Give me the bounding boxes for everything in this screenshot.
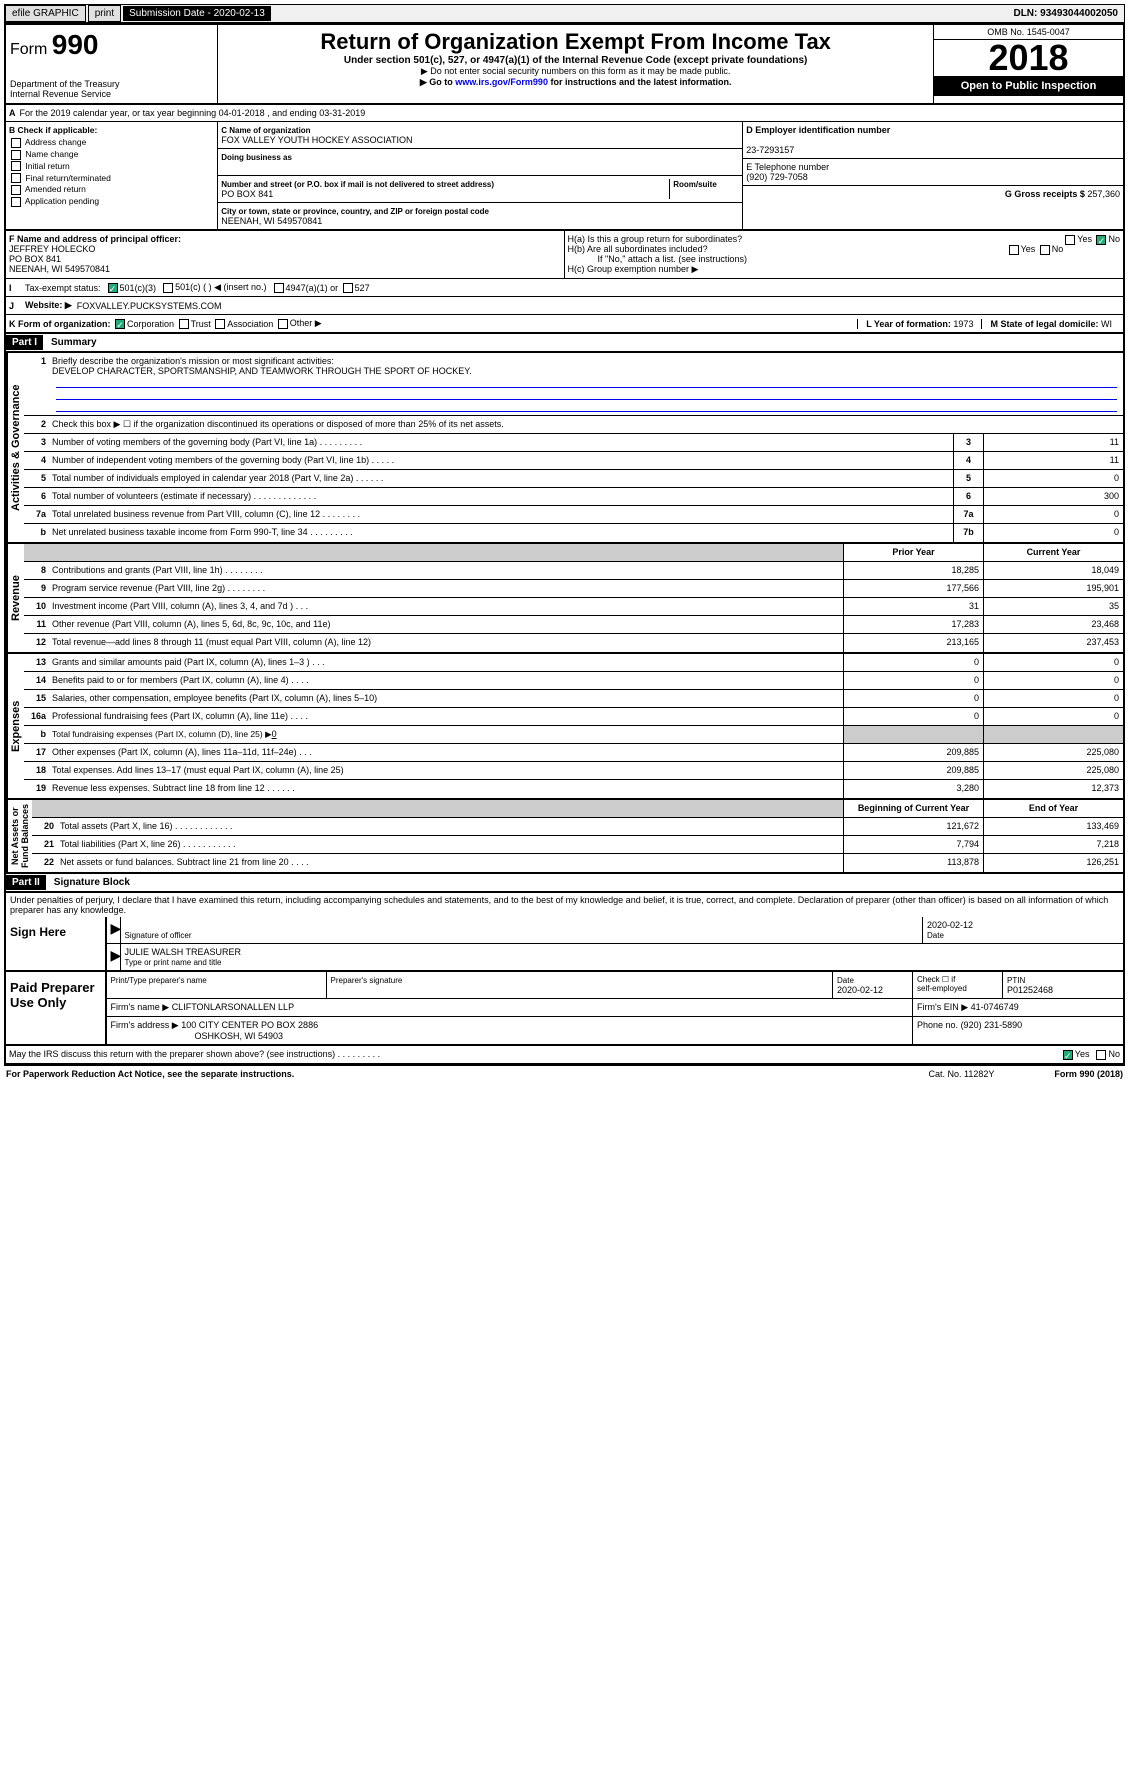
- org-name: FOX VALLEY YOUTH HOCKEY ASSOCIATION: [221, 135, 412, 145]
- entity-block: B Check if applicable: Address change Na…: [4, 122, 1125, 231]
- firm-address: 100 CITY CENTER PO BOX 2886: [181, 1020, 318, 1030]
- gross-receipts: 257,360: [1087, 189, 1120, 199]
- efile-label: efile GRAPHIC: [5, 5, 86, 22]
- klm-line: K Form of organization: ✓ Corporation Tr…: [4, 315, 1125, 334]
- period-line: AFor the 2019 calendar year, or tax year…: [4, 105, 1125, 122]
- submission-date: Submission Date - 2020-02-13: [123, 6, 271, 21]
- officer-group-block: F Name and address of principal officer:…: [4, 231, 1125, 279]
- ein: 23-7293157: [746, 145, 794, 155]
- discuss-line: May the IRS discuss this return with the…: [4, 1046, 1125, 1065]
- sign-date: 2020-02-12: [927, 920, 973, 930]
- page-footer: For Paperwork Reduction Act Notice, see …: [4, 1065, 1125, 1082]
- paid-preparer-block: Paid Preparer Use Only Print/Type prepar…: [4, 972, 1125, 1046]
- revenue-section: Revenue Prior YearCurrent Year 8Contribu…: [4, 544, 1125, 654]
- check-applicable: B Check if applicable: Address change Na…: [6, 122, 218, 229]
- firm-name: CLIFTONLARSONALLEN LLP: [172, 1002, 294, 1012]
- form-number: Form 990: [10, 29, 213, 61]
- website: FOXVALLEY.PUCKSYSTEMS.COM: [77, 301, 222, 311]
- form-subtitle: Under section 501(c), 527, or 4947(a)(1)…: [222, 55, 929, 66]
- part1-header: Part I Summary: [4, 334, 1125, 353]
- officer-print-name: JULIE WALSH TREASURER: [125, 947, 242, 957]
- net-assets-section: Net Assets or Fund Balances Beginning of…: [4, 800, 1125, 874]
- dln-number: DLN: 93493044002050: [1007, 6, 1124, 21]
- ssn-warning: ▶ Do not enter social security numbers o…: [222, 66, 929, 77]
- part2-header: Part II Signature Block: [4, 874, 1125, 893]
- officer-name: JEFFREY HOLECKO: [9, 244, 95, 254]
- sign-here-block: Sign Here ▶ Signature of officer 2020-02…: [4, 917, 1125, 972]
- irs-link[interactable]: www.irs.gov/Form990: [455, 77, 548, 87]
- phone: (920) 729-7058: [746, 172, 808, 182]
- goto-link-line: ▶ Go to www.irs.gov/Form990 for instruct…: [222, 77, 929, 88]
- tax-exempt-line: ITax-exempt status: ✓ 501(c)(3) 501(c) (…: [4, 279, 1125, 297]
- form-title: Return of Organization Exempt From Incom…: [222, 29, 929, 55]
- mission: DEVELOP CHARACTER, SPORTSMANSHIP, AND TE…: [52, 366, 472, 376]
- tax-year: 2018: [934, 40, 1123, 76]
- governance-section: Activities & Governance 1Briefly describ…: [4, 353, 1125, 544]
- perjury-statement: Under penalties of perjury, I declare th…: [4, 893, 1125, 917]
- website-line: JWebsite: ▶ FOXVALLEY.PUCKSYSTEMS.COM: [4, 297, 1125, 315]
- org-city: NEENAH, WI 549570841: [221, 216, 322, 226]
- dept-treasury: Department of the Treasury Internal Reve…: [10, 79, 213, 99]
- form-header: Form 990 Department of the Treasury Inte…: [4, 23, 1125, 105]
- efile-topbar: efile GRAPHIC print Submission Date - 20…: [4, 4, 1125, 23]
- expenses-section: Expenses 13Grants and similar amounts pa…: [4, 654, 1125, 800]
- firm-ein: 41-0746749: [971, 1002, 1019, 1012]
- ptin: P01252468: [1007, 985, 1053, 995]
- open-inspection: Open to Public Inspection: [934, 76, 1123, 96]
- firm-phone: (920) 231-5890: [961, 1020, 1023, 1030]
- print-button[interactable]: print: [88, 5, 121, 22]
- org-address: PO BOX 841: [221, 189, 273, 199]
